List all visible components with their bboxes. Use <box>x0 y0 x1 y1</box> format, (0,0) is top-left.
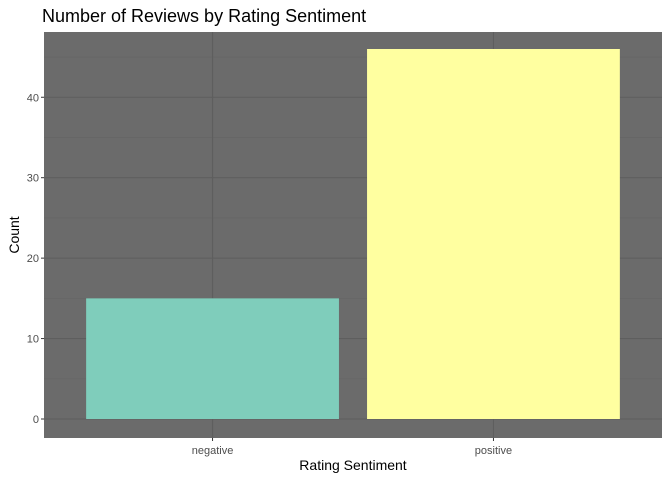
x-tick-label: positive <box>475 445 512 457</box>
x-axis-ticks: negative positive <box>192 438 512 457</box>
y-tick-label: 20 <box>27 253 39 265</box>
x-tick-label: negative <box>192 445 234 457</box>
bar-negative <box>86 298 339 419</box>
y-axis-ticks: 0 10 20 30 40 <box>27 92 44 426</box>
y-tick-label: 0 <box>33 414 39 426</box>
bars <box>86 49 620 419</box>
y-tick-label: 30 <box>27 173 39 185</box>
bar-positive <box>367 49 620 419</box>
x-axis-title: Rating Sentiment <box>299 457 407 473</box>
y-tick-label: 10 <box>27 334 39 346</box>
y-tick-label: 40 <box>27 92 39 104</box>
chart-title: Number of Reviews by Rating Sentiment <box>42 6 366 26</box>
y-axis-title: Count <box>6 216 22 253</box>
